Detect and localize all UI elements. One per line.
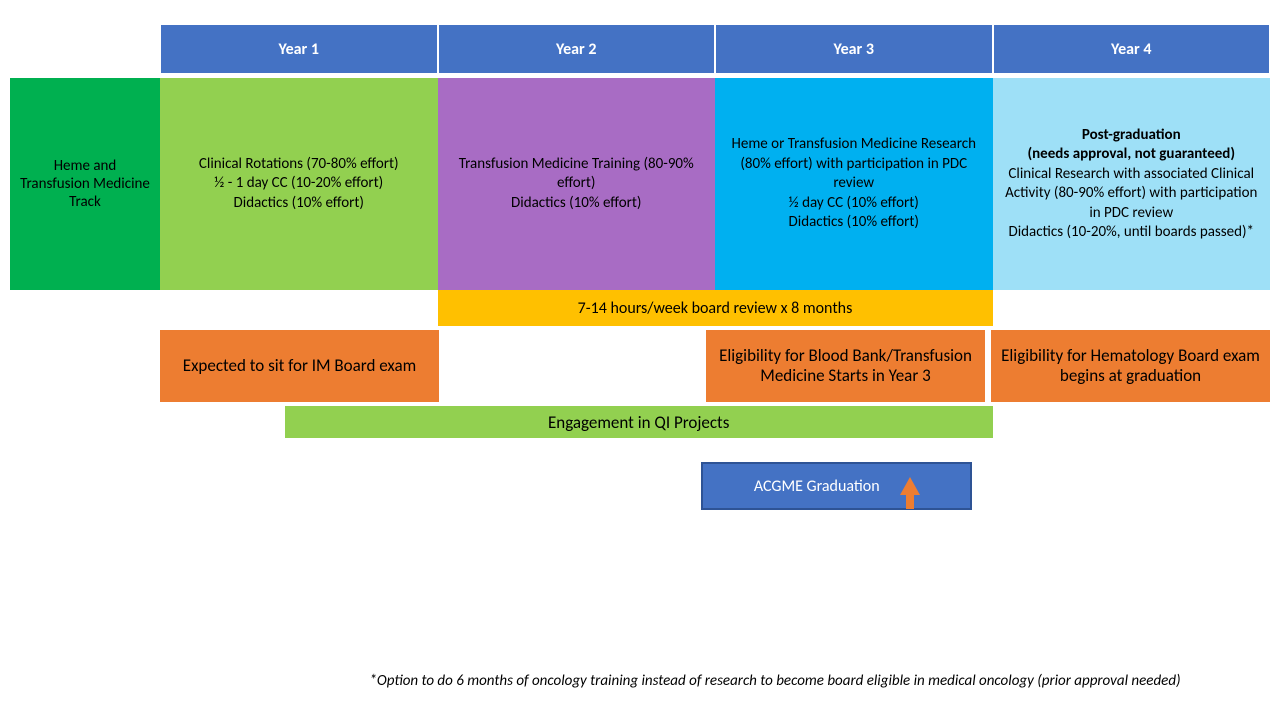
qi-row: Engagement in QI Projects [10,406,1270,438]
acgme-text: ACGME Graduation [754,477,880,496]
qi-spacer-left [10,406,160,438]
header-year2: Year 2 [438,24,716,74]
qi-spacer-before [160,406,285,438]
year4-cell: Post-graduation (needs approval, not gua… [993,78,1271,290]
header-year1: Year 1 [160,24,438,74]
year1-cell: Clinical Rotations (70-80% effort) ½ - 1… [160,78,438,290]
year3-cell: Heme or Transfusion Medicine Research (8… [715,78,993,290]
yellow-spacer-left [10,290,160,326]
year4-bold-text: Post-graduation (needs approval, not gua… [1027,126,1235,165]
qi-spacer-after [993,406,1271,438]
acgme-row: ACGME Graduation [10,462,1270,510]
year4-rest-text: Clinical Research with associated Clinic… [1005,165,1259,243]
year3-text: Heme or Transfusion Medicine Research (8… [727,135,981,233]
year2-text: Transfusion Medicine Training (80-90% ef… [450,155,704,214]
header-spacer [10,24,160,74]
arrow-up-icon [900,477,920,495]
qi-bar: Engagement in QI Projects [285,406,993,438]
year1-text: Clinical Rotations (70-80% effort) ½ - 1… [199,155,399,214]
board-review-row: 7-14 hours/week board review x 8 months [10,290,1270,326]
footnote: *Option to do 6 months of oncology train… [280,672,1270,690]
blood-bank-cell: Eligibility for Blood Bank/Transfusion M… [706,330,985,402]
header-year3: Year 3 [715,24,993,74]
yellow-spacer-y4 [993,290,1271,326]
curriculum-diagram: Year 1 Year 2 Year 3 Year 4 Heme and Tra… [10,24,1270,510]
header-row: Year 1 Year 2 Year 3 Year 4 [10,24,1270,74]
orange-spacer-left [10,330,160,402]
im-board-cell: Expected to sit for IM Board exam [160,330,439,402]
eligibility-row: Expected to sit for IM Board exam Eligib… [10,330,1270,402]
acgme-box: ACGME Graduation [701,462,972,510]
hematology-board-cell: Eligibility for Hematology Board exam be… [991,330,1270,402]
yellow-spacer-y1 [160,290,438,326]
track-label: Heme and Transfusion Medicine Track [10,78,160,290]
orange-spacer-y2 [439,330,706,402]
track-row: Heme and Transfusion Medicine Track Clin… [10,78,1270,290]
acgme-spacer-left [10,462,160,510]
header-year4: Year 4 [993,24,1271,74]
acgme-spacer-after [972,462,1270,510]
acgme-spacer-before [160,462,701,510]
board-review-bar: 7-14 hours/week board review x 8 months [438,290,993,326]
year2-cell: Transfusion Medicine Training (80-90% ef… [438,78,716,290]
